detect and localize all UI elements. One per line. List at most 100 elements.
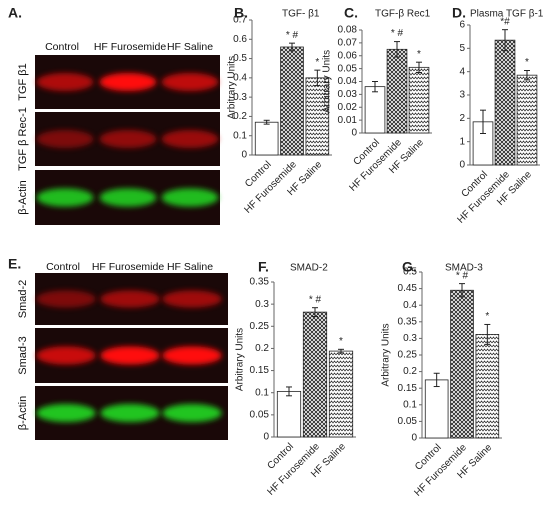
- bar: [280, 46, 304, 156]
- y-tick-label: 0.03: [338, 89, 358, 100]
- bar: [364, 86, 386, 134]
- panel-letter: G.: [402, 259, 417, 275]
- bar: [450, 289, 474, 439]
- lane-label: HF Furosemide: [92, 261, 165, 273]
- bar: [516, 74, 538, 166]
- error-bar: [524, 70, 530, 81]
- y-tick-label: 0.15: [398, 383, 418, 394]
- y-tick-label: 0.2: [233, 111, 247, 122]
- y-tick-label: 0.35: [250, 277, 270, 288]
- blot-band: [36, 346, 96, 365]
- bar: [328, 350, 354, 438]
- y-tick-label: 0.25: [250, 321, 270, 332]
- row-label: TGF β1: [17, 63, 29, 101]
- blot-band: [100, 346, 160, 365]
- lane-label: Control: [46, 261, 80, 273]
- bar: [494, 39, 516, 166]
- row-label: Smad-3: [17, 336, 29, 375]
- error-bar: [263, 119, 270, 125]
- chart-title: SMAD-2: [290, 263, 328, 274]
- error-bar: [372, 81, 378, 93]
- panel-letter: C.: [344, 5, 358, 21]
- y-tick-label: 4: [459, 66, 465, 77]
- y-tick-label: 0.1: [255, 387, 269, 398]
- blot-band: [36, 290, 96, 308]
- error-bar: [314, 69, 321, 87]
- y-tick-label: 0.4: [403, 300, 417, 311]
- chart-title: TGF-β Rec1: [375, 9, 431, 20]
- blot-band: [161, 130, 219, 148]
- row-label: β-Actin: [17, 180, 29, 214]
- row-label: TGF β Rec-1: [17, 107, 29, 171]
- y-tick-label: 0.1: [403, 399, 417, 410]
- y-tick-label: 5: [459, 43, 465, 54]
- blot-band: [36, 130, 94, 148]
- y-tick-label: 0.3: [255, 299, 269, 310]
- y-axis-label: Arbitrary Units: [227, 56, 238, 119]
- y-tick-label: 0.35: [398, 316, 418, 327]
- y-tick-label: 0: [459, 160, 465, 171]
- chart-title: SMAD-3: [445, 263, 483, 274]
- y-tick-label: 0.04: [338, 76, 358, 87]
- blot-band: [100, 290, 160, 308]
- bar: [302, 311, 328, 438]
- bar-label: *: [339, 336, 343, 347]
- panel-letter: F.: [258, 259, 269, 275]
- bar-label: *: [417, 49, 421, 60]
- lane-label: Control: [45, 41, 79, 53]
- y-tick-label: 0.05: [398, 416, 418, 427]
- lane-label: HF Saline: [167, 41, 213, 53]
- panel-letter: B.: [234, 5, 248, 21]
- error-bar: [312, 307, 318, 318]
- bar-label: * #: [309, 294, 322, 305]
- row-label: Smad-2: [17, 280, 29, 319]
- bar-label: * #: [391, 28, 404, 39]
- y-tick-label: 0: [351, 128, 357, 139]
- error-bar: [459, 283, 465, 298]
- blot-band: [99, 73, 157, 91]
- bar-label: *: [525, 57, 529, 68]
- y-tick-label: 0.45: [398, 283, 418, 294]
- blot-band: [162, 404, 222, 422]
- y-tick-label: 0: [411, 433, 417, 444]
- bar: [475, 334, 500, 439]
- y-tick-label: 0.02: [338, 102, 358, 113]
- panel-letter: A.: [8, 5, 22, 21]
- blot-band: [100, 404, 160, 422]
- y-tick-label: 0.5: [403, 267, 417, 278]
- error-bar: [502, 29, 508, 52]
- bar-label: *: [315, 57, 319, 68]
- y-tick-label: 0.07: [338, 38, 358, 49]
- y-tick-label: 0.3: [403, 333, 417, 344]
- y-tick-label: 0.25: [398, 350, 418, 361]
- y-axis-label: Arbitrary Units: [235, 328, 246, 391]
- y-tick-label: 0.7: [233, 15, 247, 26]
- y-axis-label: Arbitrary Units: [322, 50, 333, 113]
- y-tick-label: 0.4: [233, 72, 247, 83]
- bar: [408, 66, 430, 134]
- y-tick-label: 3: [459, 90, 465, 101]
- y-tick-label: 0.15: [250, 365, 270, 376]
- y-tick-label: 1: [459, 136, 465, 147]
- bar-label: *#: [500, 16, 510, 27]
- error-bar: [484, 323, 491, 345]
- blot-band: [99, 188, 157, 207]
- error-bar: [480, 109, 486, 134]
- y-tick-label: 0.06: [338, 50, 358, 61]
- y-tick-label: 0.01: [338, 115, 358, 126]
- panel-letter: E.: [8, 256, 21, 272]
- y-tick-label: 0.6: [233, 34, 247, 45]
- bar: [254, 121, 279, 156]
- bar-label: * #: [286, 30, 299, 41]
- y-tick-label: 0.1: [233, 130, 247, 141]
- blot-band: [36, 73, 94, 91]
- blot-band: [36, 188, 94, 207]
- lane-label: HF Saline: [167, 261, 213, 273]
- error-bar: [289, 42, 295, 52]
- y-tick-label: 0.05: [338, 63, 358, 74]
- error-bar: [338, 348, 344, 354]
- bar: [424, 379, 449, 439]
- lane-label: HF Furosemide: [94, 41, 167, 53]
- chart-title: Plasma TGF β-1: [470, 9, 544, 20]
